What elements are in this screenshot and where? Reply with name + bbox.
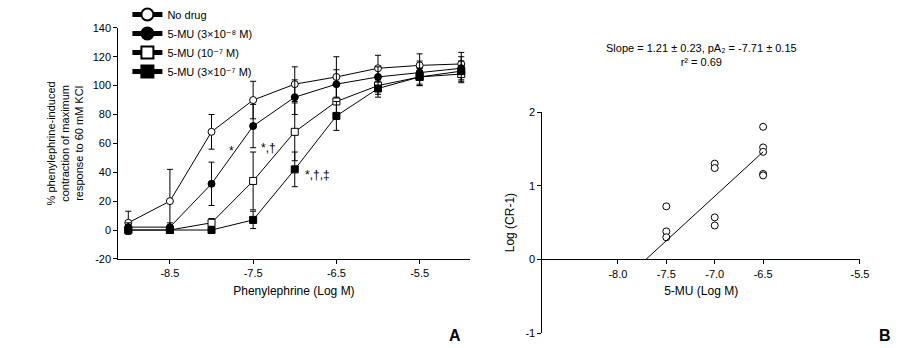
- svg-text:*,†: *,†: [261, 141, 276, 155]
- svg-text:Log (CR-1): Log (CR-1): [503, 193, 517, 252]
- svg-text:-5.5: -5.5: [850, 268, 869, 280]
- svg-text:-6.5: -6.5: [327, 267, 346, 279]
- svg-text:B: B: [879, 327, 891, 344]
- svg-text:0: 0: [529, 253, 535, 265]
- svg-text:-8.5: -8.5: [160, 267, 179, 279]
- svg-text:120: 120: [93, 51, 111, 63]
- svg-text:20: 20: [99, 195, 111, 207]
- svg-text:5-MU (Log M): 5-MU (Log M): [664, 284, 738, 298]
- svg-text:-7.0: -7.0: [705, 268, 724, 280]
- svg-text:80: 80: [99, 108, 111, 120]
- svg-text:Slope = 1.21 ± 0.23, pA₂ = -7.: Slope = 1.21 ± 0.23, pA₂ = -7.71 ± 0.15r…: [606, 42, 797, 68]
- svg-text:2: 2: [529, 106, 535, 118]
- svg-text:-1: -1: [525, 327, 535, 339]
- svg-text:5-MU (10⁻⁷ M): 5-MU (10⁻⁷ M): [167, 47, 239, 59]
- svg-text:-8.0: -8.0: [608, 268, 627, 280]
- svg-text:*: *: [229, 144, 234, 158]
- svg-text:100: 100: [93, 79, 111, 91]
- svg-text:5-MU (3×10⁻⁷ M): 5-MU (3×10⁻⁷ M): [167, 66, 251, 78]
- svg-text:-5.5: -5.5: [410, 267, 429, 279]
- svg-text:-7.5: -7.5: [244, 267, 263, 279]
- svg-text:5-MU (3×10⁻⁸ M): 5-MU (3×10⁻⁸ M): [167, 28, 252, 40]
- svg-text:*,†,‡: *,†,‡: [305, 168, 330, 182]
- svg-text:-6.5: -6.5: [754, 268, 773, 280]
- svg-text:A: A: [449, 327, 461, 344]
- svg-text:% phenylephrine-inducedcontrac: % phenylephrine-inducedcontraction of ma…: [45, 81, 86, 205]
- svg-text:-7.5: -7.5: [657, 268, 676, 280]
- svg-text:0: 0: [105, 224, 111, 236]
- svg-text:40: 40: [99, 166, 111, 178]
- svg-text:140: 140: [93, 22, 111, 34]
- svg-text:1: 1: [529, 180, 535, 192]
- svg-text:Phenylephrine (Log M): Phenylephrine (Log M): [233, 284, 354, 298]
- svg-text:No drug: No drug: [167, 9, 206, 21]
- svg-text:-20: -20: [95, 253, 111, 265]
- svg-text:60: 60: [99, 137, 111, 149]
